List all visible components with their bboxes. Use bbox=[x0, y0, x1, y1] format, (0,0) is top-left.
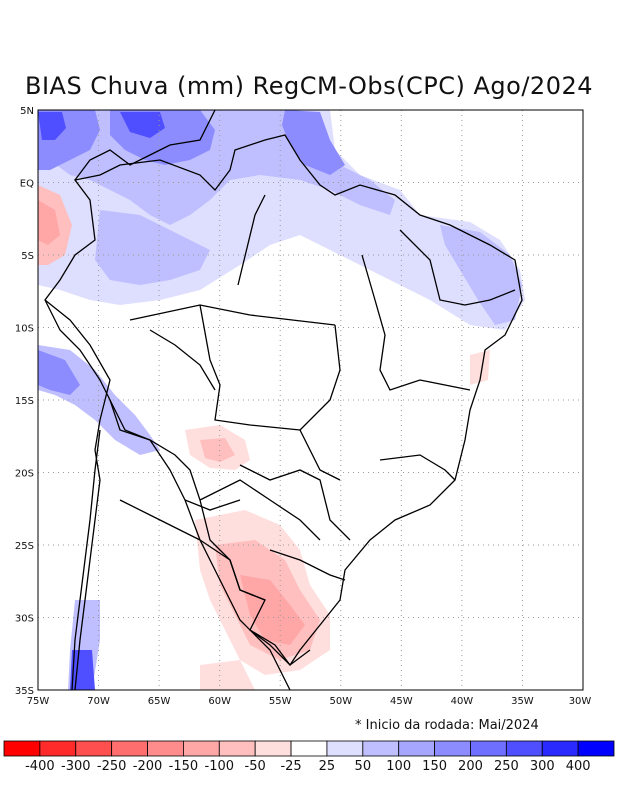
state-border-8 bbox=[239, 464, 351, 541]
y-tick-EQ: EQ bbox=[20, 179, 34, 190]
y-tick-5S: 5S bbox=[21, 251, 34, 262]
colorbar-label: 25 bbox=[319, 759, 336, 774]
state-border-4 bbox=[299, 324, 341, 481]
y-tick-30S: 30S bbox=[15, 614, 34, 625]
colorbar-label: -250 bbox=[97, 759, 127, 774]
colorbar-swatch bbox=[39, 740, 77, 757]
country-border-venezuela bbox=[74, 110, 216, 181]
colorbar-labels: -400 -300 -250 -200 -150 -100 -50 -25 25… bbox=[25, 759, 590, 774]
colorbar-swatch bbox=[362, 740, 400, 757]
y-tick-10S: 10S bbox=[15, 324, 34, 335]
state-border-1 bbox=[237, 194, 266, 286]
colorbar-label: -300 bbox=[61, 759, 91, 774]
bias-region-south-red-strong bbox=[240, 575, 305, 645]
x-tick-40W: 40W bbox=[451, 696, 474, 707]
bias-region-bahia-red bbox=[470, 350, 490, 385]
map-title: BIAS Chuva (mm) RegCM-Obs(CPC) Ago/2024 bbox=[24, 72, 594, 100]
y-tick-20S: 20S bbox=[15, 469, 34, 480]
x-tick-75W: 75W bbox=[27, 696, 50, 707]
state-border-10 bbox=[269, 549, 346, 581]
political-borders bbox=[44, 110, 523, 690]
colorbar-swatch bbox=[541, 740, 579, 757]
bias-region-colombia-red2 bbox=[38, 200, 60, 245]
y-axis-labels: 5N EQ 5S 10S 15S 20S 25S 30S 35S bbox=[15, 106, 34, 697]
state-border-2 bbox=[129, 304, 336, 326]
country-border-andes bbox=[44, 299, 111, 690]
country-border-uruguay bbox=[249, 629, 311, 666]
country-border-paraguay bbox=[184, 499, 266, 601]
bias-region-argentina-red bbox=[200, 660, 255, 690]
x-tick-50W: 50W bbox=[329, 696, 352, 707]
colorbar-swatch bbox=[183, 740, 220, 757]
bias-region-pantanal-red2 bbox=[200, 438, 235, 462]
colorbar-label: -100 bbox=[205, 759, 235, 774]
colorbar-swatch bbox=[326, 740, 364, 757]
colorbar-swatch bbox=[434, 740, 471, 757]
colorbar-swatch bbox=[3, 740, 41, 757]
colorbar-label: 150 bbox=[422, 759, 447, 774]
country-border-bolivia bbox=[109, 399, 241, 511]
plot-frame bbox=[37, 109, 584, 691]
colorbar-swatch bbox=[147, 740, 184, 757]
colorbar-swatch bbox=[75, 740, 113, 757]
bias-region-guyana-max bbox=[120, 112, 165, 138]
colorbar-label: 200 bbox=[458, 759, 483, 774]
colorbar-swatch bbox=[254, 740, 292, 757]
state-border-9 bbox=[199, 479, 321, 541]
state-border-3 bbox=[199, 304, 301, 431]
state-border-11 bbox=[379, 454, 456, 481]
bias-field bbox=[38, 110, 525, 690]
brazil-outline bbox=[44, 134, 523, 667]
colorbar-swatch bbox=[505, 740, 543, 757]
map-gridlines bbox=[38, 110, 583, 690]
x-tick-45W: 45W bbox=[390, 696, 413, 707]
state-border-5 bbox=[361, 254, 471, 391]
colorbar-swatch bbox=[290, 740, 328, 757]
x-axis-labels: 75W 70W 65W 60W 55W 50W 45W 40W 35W 30W bbox=[27, 696, 592, 707]
colorbar-label: 300 bbox=[530, 759, 555, 774]
colorbar-label: 250 bbox=[494, 759, 519, 774]
colorbar-swatch bbox=[470, 740, 507, 757]
colorbar-label: -150 bbox=[169, 759, 199, 774]
x-tick-60W: 60W bbox=[208, 696, 231, 707]
colorbar-swatch bbox=[398, 740, 435, 757]
country-border-argentina bbox=[119, 499, 291, 690]
colorbar-swatch bbox=[218, 740, 256, 757]
colorbar bbox=[3, 740, 615, 757]
x-tick-30W: 30W bbox=[569, 696, 592, 707]
y-tick-35S: 35S bbox=[15, 686, 34, 697]
colorbar-label: 50 bbox=[355, 759, 372, 774]
state-border-6 bbox=[399, 229, 516, 306]
y-tick-5N: 5N bbox=[20, 106, 34, 117]
state-border-7 bbox=[149, 329, 216, 391]
y-tick-25S: 25S bbox=[15, 541, 34, 552]
y-tick-15S: 15S bbox=[15, 396, 34, 407]
bias-region-peru-dark bbox=[38, 350, 80, 395]
run-start-note: * Inicio da rodada: Mai/2024 bbox=[355, 718, 539, 733]
bias-region-amazon-blue bbox=[95, 210, 210, 285]
x-tick-35W: 35W bbox=[511, 696, 534, 707]
colorbar-label: 100 bbox=[386, 759, 411, 774]
colorbar-label: 400 bbox=[566, 759, 591, 774]
colorbar-label: -200 bbox=[133, 759, 163, 774]
colorbar-swatch bbox=[111, 740, 148, 757]
colorbar-label: -25 bbox=[280, 759, 301, 774]
colorbar-label: -50 bbox=[245, 759, 266, 774]
x-tick-55W: 55W bbox=[269, 696, 292, 707]
bias-region-northeast-blue bbox=[440, 225, 522, 325]
x-tick-65W: 65W bbox=[148, 696, 171, 707]
x-tick-70W: 70W bbox=[87, 696, 110, 707]
colorbar-swatch bbox=[577, 740, 615, 757]
bias-region-amapa-dark bbox=[282, 110, 345, 175]
bias-region-venezuela-max bbox=[38, 112, 66, 140]
colorbar-label: -400 bbox=[25, 759, 55, 774]
chile-coast bbox=[71, 429, 101, 690]
